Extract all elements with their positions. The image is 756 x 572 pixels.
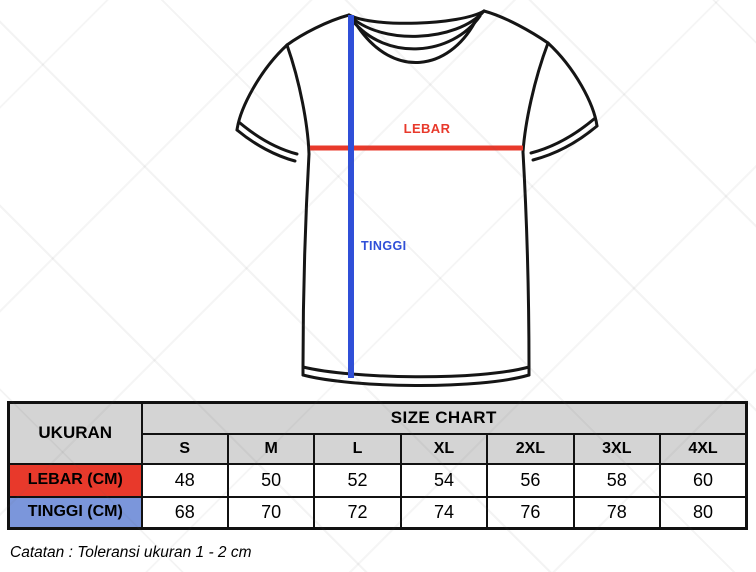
size-value-cell: 56 (486, 462, 575, 498)
row-label-cell: LEBAR (CM) (7, 462, 143, 498)
size-value-cell: 68 (140, 495, 229, 530)
width-label: LEBAR (403, 121, 451, 136)
size-header-cell: 3XL (572, 432, 662, 465)
size-value-cell: 78 (572, 495, 662, 530)
height-label: TINGGI (361, 239, 407, 253)
size-value-cell: 60 (659, 462, 748, 498)
size-value-cell: 72 (313, 495, 402, 530)
tshirt-outline (235, 9, 599, 387)
size-header-cell: 4XL (659, 432, 748, 465)
size-value-cell: 80 (659, 495, 748, 530)
size-value-cell: 48 (140, 462, 229, 498)
size-value-cell: 76 (486, 495, 575, 530)
size-value-cell: 52 (313, 462, 402, 498)
corner-header-cell: UKURAN (7, 401, 143, 465)
table-row: LEBAR (CM) 48 50 52 54 56 58 60 (7, 462, 748, 498)
size-header-cell: 2XL (486, 432, 575, 465)
size-header-cell: XL (399, 432, 489, 465)
row-label-cell: TINGGI (CM) (7, 495, 143, 530)
size-table: UKURAN SIZE CHART S M L XL 2XL 3XL 4XL L… (7, 401, 748, 530)
size-header-cell: M (226, 432, 316, 465)
tolerance-note: Catatan : Toleransi ukuran 1 - 2 cm (10, 544, 252, 561)
size-value-cell: 54 (399, 462, 489, 498)
size-value-cell: 74 (399, 495, 489, 530)
size-value-cell: 58 (572, 462, 662, 498)
size-value-cell: 50 (226, 462, 316, 498)
size-value-cell: 70 (226, 495, 316, 530)
group-header-cell: SIZE CHART (140, 401, 748, 435)
size-header-cell: S (140, 432, 229, 465)
tshirt-diagram (235, 9, 599, 387)
table-row: TINGGI (CM) 68 70 72 74 76 78 80 (7, 495, 748, 530)
size-header-cell: L (313, 432, 402, 465)
